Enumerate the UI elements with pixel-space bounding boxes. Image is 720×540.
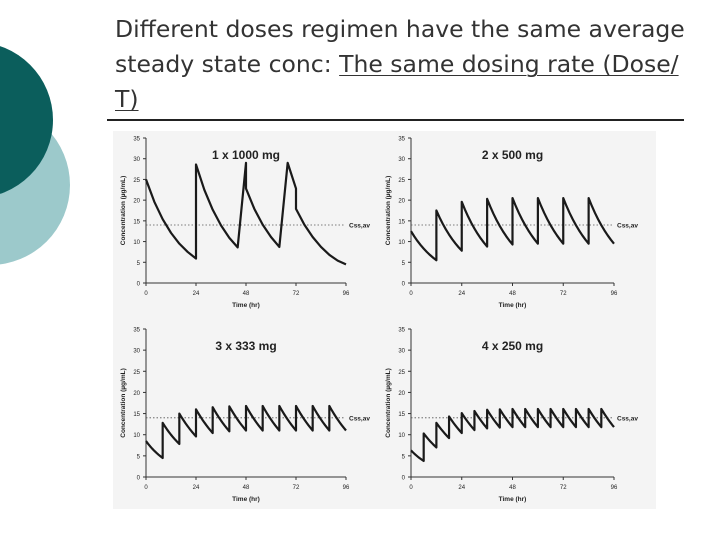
- y-tick-label: 15: [133, 412, 140, 418]
- chart-panel-4: 0 5 10 15 20 25 30 35 0 24 48 72 96 Time (hr) Concentr…: [385, 328, 638, 504]
- y-tick-label: 5: [402, 454, 406, 460]
- x-tick-label: 96: [611, 485, 618, 491]
- y-tick-label: 20: [133, 391, 140, 397]
- y-tick-label: 35: [133, 137, 140, 143]
- y-tick-label: 0: [137, 282, 141, 288]
- chart-panel-3: 0 5 10 15 20 25 30 35 0 24 48 72 96 Time (hr) Concentr…: [120, 328, 370, 504]
- concentration-series-line: [410, 196, 615, 262]
- y-tick-label: 10: [398, 433, 405, 439]
- y-tick-label: 30: [398, 349, 405, 355]
- x-tick-label: 0: [409, 291, 413, 297]
- chart-title: 3 x 333 mg: [215, 339, 276, 353]
- y-tick-label: 20: [398, 199, 405, 205]
- concentration-series-line: [144, 161, 347, 266]
- x-tick-label: 24: [458, 291, 465, 297]
- y-tick-label: 25: [398, 370, 405, 376]
- chart-title: 1 x 1000 mg: [212, 148, 280, 162]
- x-tick-label: 96: [343, 485, 350, 491]
- x-tick-label: 0: [409, 485, 413, 491]
- x-tick-label: 72: [560, 485, 567, 491]
- x-tick-label: 72: [293, 291, 300, 297]
- y-tick-label: 35: [398, 137, 405, 143]
- x-tick-label: 72: [560, 291, 567, 297]
- y-axis-label: Concentration (µg/mL): [385, 176, 392, 245]
- x-axis-label: Time (hr): [499, 302, 527, 309]
- y-tick-label: 35: [133, 328, 140, 334]
- pk-charts-svg: 0 5 10 15 20 25 30 35 0 24 48 72 96 Time (hr) Concentr…: [120, 137, 638, 504]
- x-axis-label: Time (hr): [232, 302, 260, 309]
- y-tick-label: 25: [133, 370, 140, 376]
- y-axis-label: Concentration (µg/mL): [120, 368, 127, 437]
- chart-panel-2: 0 5 10 15 20 25 30 35 0 24 48 72 96 Time (hr) Concentr…: [385, 137, 638, 310]
- y-tick-label: 5: [402, 261, 406, 267]
- x-axis-label: Time (hr): [499, 496, 527, 503]
- concentration-series-line: [410, 407, 615, 463]
- css-av-label: Css,av: [617, 223, 638, 230]
- y-tick-label: 35: [398, 328, 405, 334]
- y-axis-label: Concentration (µg/mL): [385, 368, 392, 437]
- pk-figure: 0 5 10 15 20 25 30 35 0 24 48 72 96 Time (hr) Concentr…: [113, 131, 656, 509]
- chart-title: 2 x 500 mg: [482, 148, 543, 162]
- slide-title: Different doses regimen have the same av…: [115, 12, 705, 117]
- y-tick-label: 5: [137, 261, 141, 267]
- x-tick-label: 0: [144, 291, 148, 297]
- y-tick-label: 10: [133, 433, 140, 439]
- y-tick-label: 10: [133, 240, 140, 246]
- y-tick-label: 25: [133, 178, 140, 184]
- y-tick-label: 20: [133, 199, 140, 205]
- y-tick-label: 30: [398, 157, 405, 163]
- y-tick-label: 15: [133, 219, 140, 225]
- concentration-series-line: [145, 404, 347, 460]
- css-av-label: Css,av: [617, 415, 638, 422]
- chart-title: 4 x 250 mg: [482, 339, 543, 353]
- x-tick-label: 48: [243, 291, 250, 297]
- x-tick-label: 48: [509, 291, 516, 297]
- y-tick-label: 15: [398, 219, 405, 225]
- slide-title-underlined: The same dosing rate (Dose/ T): [115, 50, 679, 113]
- x-axis-label: Time (hr): [232, 496, 260, 503]
- x-tick-label: 48: [243, 485, 250, 491]
- y-tick-label: 0: [402, 282, 406, 288]
- y-tick-label: 30: [133, 349, 140, 355]
- y-tick-label: 5: [137, 454, 141, 460]
- title-divider: [107, 119, 684, 121]
- x-tick-label: 96: [343, 291, 350, 297]
- y-tick-label: 0: [137, 476, 141, 482]
- x-tick-label: 24: [458, 485, 465, 491]
- css-av-label: Css,av: [349, 415, 370, 422]
- y-tick-label: 10: [398, 240, 405, 246]
- x-tick-label: 24: [193, 291, 200, 297]
- y-axis-label: Concentration (µg/mL): [120, 176, 127, 245]
- y-tick-label: 25: [398, 178, 405, 184]
- x-tick-label: 0: [144, 485, 148, 491]
- chart-panel-1: 0 5 10 15 20 25 30 35 0 24 48 72 96 Time (hr) Concentr…: [120, 137, 370, 310]
- y-tick-label: 30: [133, 157, 140, 163]
- slide-title-text: Different doses regimen have the same av…: [115, 15, 685, 78]
- x-tick-label: 24: [193, 485, 200, 491]
- y-tick-label: 0: [402, 476, 406, 482]
- y-tick-label: 20: [398, 391, 405, 397]
- x-tick-label: 72: [293, 485, 300, 491]
- y-tick-label: 15: [398, 412, 405, 418]
- deco-circle-dark: [0, 46, 53, 194]
- x-tick-label: 48: [509, 485, 516, 491]
- css-av-label: Css,av: [349, 223, 370, 230]
- x-tick-label: 96: [611, 291, 618, 297]
- decorative-circles: [0, 46, 70, 265]
